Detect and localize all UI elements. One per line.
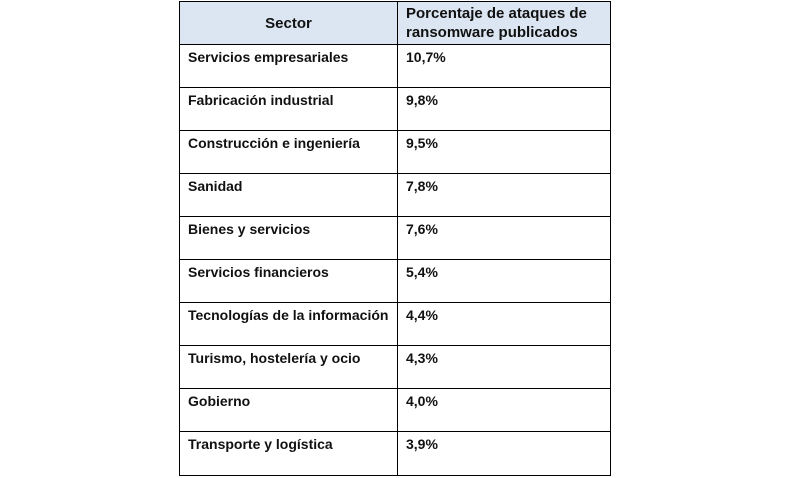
sector-cell: Tecnologías de la información <box>179 302 398 346</box>
percentage-cell: 10,7% <box>397 44 611 88</box>
sector-cell: Servicios empresariales <box>179 44 398 88</box>
percentage-cell: 9,8% <box>397 87 611 131</box>
sector-cell: Sanidad <box>179 173 398 217</box>
percentage-cell: 9,5% <box>397 130 611 174</box>
table-row: Sanidad 7,8% <box>179 173 611 217</box>
ransomware-sector-table: Sector Porcentaje de ataques de ransomwa… <box>179 1 611 476</box>
table-row: Tecnologías de la información 4,4% <box>179 302 611 346</box>
header-sector: Sector <box>179 1 398 45</box>
percentage-cell: 4,4% <box>397 302 611 346</box>
sector-cell: Gobierno <box>179 388 398 432</box>
percentage-cell: 7,6% <box>397 216 611 260</box>
table-header-row: Sector Porcentaje de ataques de ransomwa… <box>179 1 611 45</box>
table-row: Bienes y servicios 7,6% <box>179 216 611 260</box>
percentage-cell: 4,3% <box>397 345 611 389</box>
table-row: Servicios financieros 5,4% <box>179 259 611 303</box>
table-row: Fabricación industrial 9,8% <box>179 87 611 131</box>
sector-cell: Construcción e ingeniería <box>179 130 398 174</box>
percentage-cell: 4,0% <box>397 388 611 432</box>
sector-cell: Fabricación industrial <box>179 87 398 131</box>
table-row: Servicios empresariales 10,7% <box>179 44 611 88</box>
percentage-cell: 7,8% <box>397 173 611 217</box>
table-row: Gobierno 4,0% <box>179 388 611 432</box>
sector-cell: Turismo, hostelería y ocio <box>179 345 398 389</box>
percentage-cell: 5,4% <box>397 259 611 303</box>
sector-cell: Bienes y servicios <box>179 216 398 260</box>
table-row: Turismo, hostelería y ocio 4,3% <box>179 345 611 389</box>
sector-cell: Transporte y logística <box>179 431 398 476</box>
percentage-cell: 3,9% <box>397 431 611 476</box>
table-row: Construcción e ingeniería 9,5% <box>179 130 611 174</box>
sector-cell: Servicios financieros <box>179 259 398 303</box>
table-row: Transporte y logística 3,9% <box>179 431 611 476</box>
header-percentage: Porcentaje de ataques de ransomware publ… <box>397 1 611 45</box>
